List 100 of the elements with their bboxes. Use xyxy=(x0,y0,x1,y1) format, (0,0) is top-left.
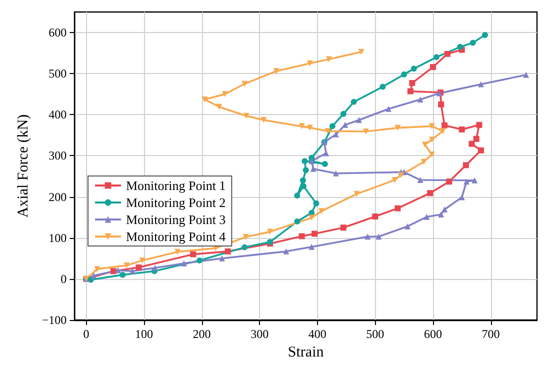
point xyxy=(392,176,398,183)
point xyxy=(398,172,404,178)
point xyxy=(404,223,411,230)
point xyxy=(294,192,300,199)
point xyxy=(243,112,250,119)
point xyxy=(242,234,249,240)
legend-label: Monitoring Point 3 xyxy=(126,212,226,227)
point xyxy=(444,50,450,57)
point xyxy=(468,140,475,147)
point xyxy=(110,268,116,274)
point xyxy=(478,81,484,88)
point xyxy=(298,123,305,130)
point xyxy=(358,48,364,55)
x-tick-label: 400 xyxy=(308,327,326,341)
point xyxy=(394,124,401,131)
point xyxy=(300,183,307,190)
point xyxy=(202,96,208,102)
point xyxy=(283,248,290,254)
point xyxy=(409,80,416,86)
point xyxy=(457,44,464,50)
point xyxy=(428,152,435,158)
point xyxy=(136,264,142,270)
point xyxy=(394,205,401,212)
point xyxy=(124,262,130,268)
point xyxy=(433,54,440,60)
point xyxy=(463,178,470,185)
y-tick-label: 0 xyxy=(60,272,67,286)
point xyxy=(440,128,446,134)
legend-label: Monitoring Point 1 xyxy=(126,178,226,193)
point xyxy=(120,272,126,278)
y-axis-title: Axial Force (kN) xyxy=(16,114,32,218)
point xyxy=(410,66,417,72)
point xyxy=(428,136,435,143)
x-tick-label: 0 xyxy=(83,327,90,341)
y-tick-label: 100 xyxy=(48,230,67,245)
point xyxy=(470,40,476,46)
point xyxy=(340,110,346,117)
point xyxy=(476,122,482,128)
point xyxy=(298,233,305,240)
point xyxy=(442,206,448,213)
y-tick-label: 500 xyxy=(48,66,67,81)
point xyxy=(430,64,436,70)
point xyxy=(190,251,196,258)
point xyxy=(385,106,392,112)
point xyxy=(216,104,222,110)
x-tick-label: 200 xyxy=(192,327,211,341)
point xyxy=(326,56,332,62)
point xyxy=(482,32,488,38)
point xyxy=(458,126,465,132)
point xyxy=(302,158,308,164)
point xyxy=(340,224,346,231)
y-tick-label: −100 xyxy=(42,313,67,327)
point xyxy=(242,244,248,250)
point xyxy=(372,214,378,220)
point xyxy=(523,72,530,78)
point xyxy=(152,264,158,271)
point xyxy=(364,234,371,240)
x-tick-label: 300 xyxy=(250,327,269,341)
legend-label: Monitoring Point 2 xyxy=(126,195,226,210)
point xyxy=(219,255,226,262)
point xyxy=(302,167,309,174)
point xyxy=(294,218,300,224)
point xyxy=(306,60,313,66)
point xyxy=(473,136,480,142)
x-axis-title: Strain xyxy=(288,344,324,360)
point xyxy=(329,123,336,130)
y-tick-label: 200 xyxy=(48,190,67,204)
point xyxy=(180,260,187,266)
point xyxy=(308,214,315,221)
point xyxy=(407,88,414,94)
point xyxy=(380,84,386,90)
y-tick-label: 300 xyxy=(48,148,67,163)
point xyxy=(376,234,382,240)
point xyxy=(308,244,315,250)
x-tick-label: 100 xyxy=(135,327,154,341)
point xyxy=(350,98,357,105)
point xyxy=(115,267,122,274)
point xyxy=(139,257,146,264)
point xyxy=(324,128,331,134)
x-tick-label: 700 xyxy=(482,327,500,341)
point xyxy=(318,208,324,214)
point xyxy=(446,178,452,185)
point xyxy=(260,117,267,124)
point xyxy=(224,248,231,254)
x-tick-label: 500 xyxy=(366,327,384,341)
point xyxy=(354,190,360,197)
point xyxy=(472,177,478,184)
point xyxy=(267,228,274,235)
point xyxy=(417,96,424,102)
point xyxy=(332,170,339,176)
point xyxy=(313,200,320,206)
point xyxy=(427,190,434,196)
point xyxy=(196,257,202,264)
y-tick-label: 400 xyxy=(48,108,67,122)
point xyxy=(332,131,339,138)
point xyxy=(322,160,328,167)
x-tick-label: 600 xyxy=(424,327,442,341)
point xyxy=(312,230,318,237)
point xyxy=(306,124,313,131)
point xyxy=(401,71,408,78)
